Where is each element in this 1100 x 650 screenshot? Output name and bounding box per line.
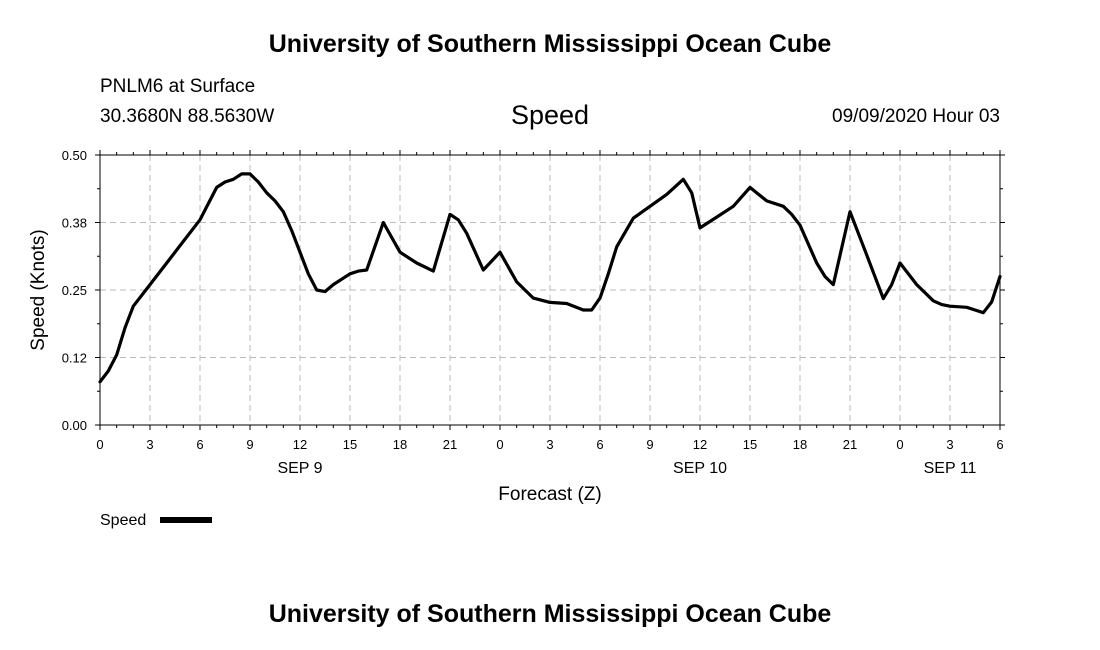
x-tick-label: 3 — [546, 437, 553, 452]
series-layer — [98, 172, 1002, 384]
x-tick-label: 0 — [896, 437, 903, 452]
datetime-label: 09/09/2020 Hour 03 — [832, 106, 1000, 127]
axes — [95, 150, 1005, 430]
x-tick-label: 6 — [996, 437, 1003, 452]
tick-labels: 0.00 0.12 0.25 0.38 0.50 0 3 6 9 12 15 18 21 0 3 6 9 12 15… — [28, 148, 1004, 529]
y-tick-label: 0.25 — [62, 283, 87, 298]
x-axis-title: Forecast (Z) — [498, 484, 601, 505]
page-title: University of Southern Mississippi Ocean… — [268, 30, 832, 58]
date-label: SEP 11 — [924, 460, 977, 477]
coordinates-label: 30.3680N 88.5630W — [100, 106, 275, 127]
x-tick-label: 9 — [646, 437, 653, 452]
y-tick-label: 0.12 — [62, 351, 87, 366]
legend-label: Speed — [100, 512, 146, 529]
grid-lines — [100, 155, 1000, 425]
date-label: SEP 10 — [673, 460, 727, 477]
date-label: SEP 9 — [277, 460, 322, 477]
x-tick-label: 21 — [443, 437, 457, 452]
y-tick-label: 0.00 — [62, 418, 87, 433]
x-tick-label: 3 — [146, 437, 153, 452]
chart-title: Speed — [510, 100, 590, 130]
series-line-speed — [98, 172, 1002, 384]
y-tick-label: 0.38 — [62, 216, 87, 231]
y-axis-title: Speed (Knots) — [28, 229, 49, 350]
x-tick-label: 15 — [743, 437, 757, 452]
x-tick-label: 0 — [496, 437, 503, 452]
x-tick-label: 15 — [343, 437, 357, 452]
footer-title: University of Southern Mississippi Ocean… — [268, 600, 832, 628]
y-tick-label: 0.50 — [62, 148, 87, 163]
x-tick-label: 18 — [793, 437, 807, 452]
x-tick-label: 3 — [946, 437, 953, 452]
x-tick-label: 6 — [196, 437, 203, 452]
x-tick-label: 0 — [96, 437, 103, 452]
x-tick-label: 18 — [393, 437, 407, 452]
x-tick-label: 6 — [596, 437, 603, 452]
x-tick-label: 21 — [843, 437, 857, 452]
x-tick-label: 12 — [693, 437, 707, 452]
x-tick-label: 9 — [246, 437, 253, 452]
station-label: PNLM6 at Surface — [100, 76, 256, 97]
x-tick-label: 12 — [293, 437, 307, 452]
